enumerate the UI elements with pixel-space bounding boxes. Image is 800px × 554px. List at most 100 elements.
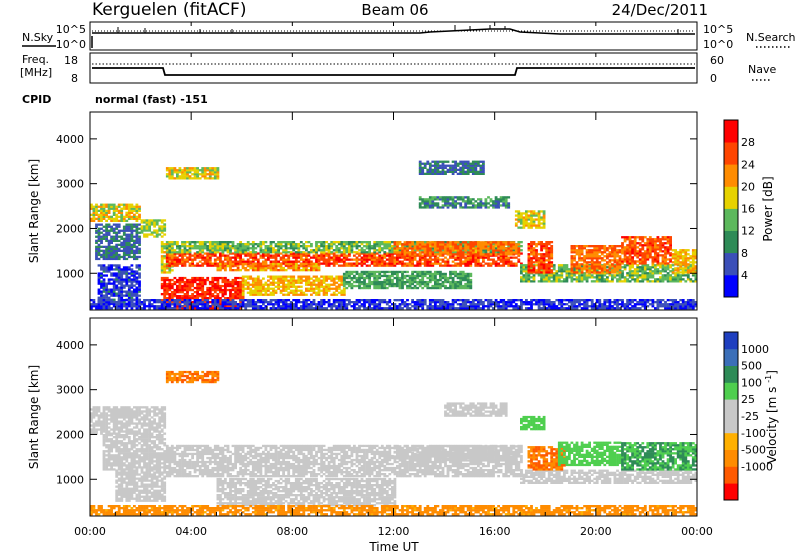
- power-cell-2503: [391, 245, 394, 248]
- power-cell-4824: [547, 263, 551, 266]
- power-cell-2960: [269, 277, 273, 280]
- power-cell-2228: [239, 243, 242, 246]
- power-cell-1620: [307, 254, 311, 257]
- power-cell-271: [117, 247, 121, 250]
- power-cell-2517: [398, 249, 402, 252]
- power-cell-2814: [272, 263, 275, 266]
- power-cell-143: [95, 253, 98, 257]
- power-cell-2894: [249, 293, 253, 296]
- power-cell-3421: [428, 274, 432, 278]
- power-cell-631: [135, 266, 139, 269]
- power-cell-1168: [236, 280, 240, 284]
- power-cell-1965: [466, 260, 470, 263]
- power-cell-390: [138, 223, 141, 226]
- power-cell-499: [115, 284, 119, 287]
- power-cell-4729: [527, 243, 531, 246]
- power-cell-656: [143, 233, 146, 236]
- power-cell-3982: [426, 206, 430, 209]
- power-cell-414: [100, 280, 103, 283]
- power-cell-3441: [436, 282, 440, 286]
- power-cell-2842: [294, 263, 298, 266]
- power-cell-1188: [241, 295, 245, 298]
- power-cell-4439: [595, 274, 599, 277]
- power-cell-4226: [522, 276, 526, 279]
- power-cell-4498: [616, 272, 619, 275]
- power-cell-1805: [393, 264, 397, 267]
- power-cell-544: [120, 268, 124, 271]
- power-cell-2903: [251, 289, 255, 292]
- power-cell-2493: [385, 241, 389, 244]
- power-cell-3119: [322, 275, 326, 278]
- power-cell-2783: [251, 269, 255, 272]
- power-cell-3446: [439, 286, 442, 290]
- power-cell-4834: [547, 241, 551, 244]
- power-cell-2970: [272, 275, 275, 278]
- power-cell-753: [168, 269, 172, 272]
- power-cell-3077: [310, 285, 313, 288]
- power-cell-3789: [507, 253, 511, 256]
- power-cell-4770: [537, 267, 541, 270]
- power-cell-119: [130, 205, 134, 208]
- power-cell-3337: [398, 278, 402, 282]
- power-cell-1224: [178, 169, 182, 172]
- power-cell-2137: [196, 247, 199, 250]
- power-cell-2765: [231, 269, 235, 272]
- power-cell-4184: [532, 218, 536, 221]
- power-cell-1811: [396, 262, 399, 265]
- power-cell-507: [115, 264, 119, 267]
- power-cell-3476: [449, 274, 452, 278]
- nsearch-label: N.Search: [746, 31, 796, 44]
- power-cell-1880: [426, 260, 430, 263]
- power-cell-234: [110, 229, 113, 232]
- power-cell-3542: [393, 241, 397, 244]
- power-cell-4189: [535, 224, 538, 227]
- power-cell-4776: [537, 253, 541, 256]
- power-cell-4636: [664, 264, 667, 267]
- power-cell-1592: [294, 252, 298, 255]
- power-cell-4953: [593, 251, 597, 254]
- power-cell-51: [107, 217, 111, 220]
- power-cell-352: [133, 253, 136, 257]
- power-cell-378: [135, 223, 139, 226]
- power-cell-2144: [198, 243, 202, 246]
- power-cell-1423: [219, 260, 222, 263]
- power-cell-4722: [527, 259, 531, 262]
- power-cell-3328: [396, 278, 399, 282]
- power-cell-2054: [507, 260, 511, 263]
- power-cell-2369: [320, 241, 323, 244]
- power-cell-3984: [426, 202, 430, 205]
- power-cell-646: [138, 268, 141, 271]
- power-cell-3484: [451, 276, 455, 280]
- power-cell-4046: [459, 204, 463, 207]
- power-cell-1257: [193, 167, 197, 170]
- power-cell-4345: [563, 268, 566, 271]
- power-cell-1037: [211, 286, 215, 290]
- power-cell-2021: [492, 260, 495, 263]
- power-cell-2347: [307, 245, 311, 248]
- power-cell-2038: [499, 256, 503, 259]
- power-cell-3049: [299, 289, 303, 292]
- power-cell-816: [165, 278, 169, 282]
- power-cell-1988: [477, 262, 480, 265]
- power-cell-3728: [479, 253, 483, 256]
- power-cell-2111: [181, 243, 184, 246]
- power-cell-102: [125, 211, 129, 214]
- power-cell-2453: [365, 247, 369, 250]
- power-cell-579: [127, 288, 131, 291]
- power-cell-698: [158, 227, 162, 230]
- power-cell-3225: [360, 282, 364, 286]
- power-cell-549: [122, 286, 126, 289]
- power-cell-2481: [380, 249, 384, 252]
- power-cell-3520: [464, 278, 468, 282]
- power-cell-4782: [540, 263, 543, 266]
- power-cell-4617: [659, 276, 662, 279]
- power-cell-241: [112, 249, 116, 252]
- power-cell-3891: [451, 168, 455, 171]
- power-cell-4874: [575, 263, 579, 266]
- power-cell-4626: [661, 270, 665, 273]
- power-cell-4438: [595, 276, 599, 279]
- power-cell-3100: [317, 285, 321, 288]
- power-cell-3880: [444, 160, 447, 163]
- power-cell-4510: [621, 280, 624, 283]
- power-cell-3377: [413, 280, 417, 284]
